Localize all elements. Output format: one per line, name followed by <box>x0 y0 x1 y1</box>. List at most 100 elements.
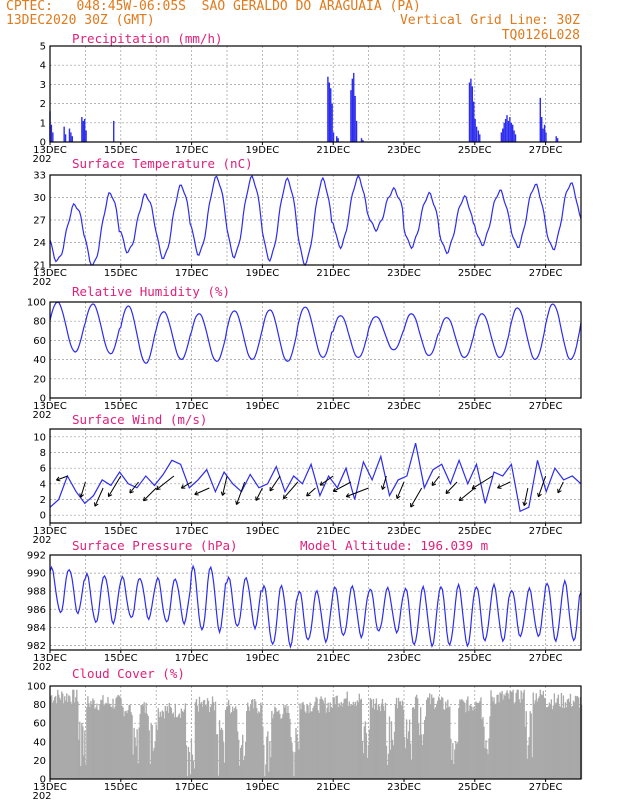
cloud-bar <box>220 727 223 779</box>
cloud-bar <box>329 702 331 779</box>
cloud-bar <box>552 705 555 779</box>
wind-arrowhead <box>220 491 226 496</box>
cloud-bar <box>332 697 334 779</box>
wind-arrow <box>56 475 68 481</box>
cloud-bar <box>99 704 101 779</box>
y-tick-label: 30 <box>33 193 46 204</box>
cloud-bar <box>518 699 520 779</box>
cloud-bar <box>301 703 303 779</box>
cloud-bar <box>375 698 378 779</box>
cloud-bar <box>65 700 67 779</box>
x-tick-label: 17DEC <box>175 782 209 793</box>
cloud-bar <box>570 706 573 779</box>
wind-speed-line <box>49 442 582 513</box>
cloud-bar <box>192 760 195 779</box>
cloud-bar <box>259 712 261 779</box>
cloud-bar <box>405 719 408 779</box>
cloud-bar <box>266 736 268 779</box>
cloud-bar <box>410 759 413 779</box>
cloud-bar <box>347 705 349 779</box>
cloud-bar <box>262 726 264 779</box>
cloud-bar <box>475 701 477 779</box>
wind-arrow <box>537 475 547 497</box>
cloud-bar <box>461 698 463 779</box>
panel-3: Relative Humidity (%) 0 20 40 60 80 100 13DEC 15… <box>27 284 582 421</box>
wind-arrowhead <box>142 496 148 502</box>
wind-arrowhead <box>319 481 325 486</box>
x-tick-label: 17DEC <box>175 401 209 412</box>
cloud-bar <box>577 697 580 779</box>
cloud-bar <box>279 713 281 779</box>
cloud-bar <box>312 707 314 779</box>
cloud-bar <box>240 747 242 779</box>
cloud-bar <box>498 702 500 779</box>
x-tick-label: 23DEC <box>387 401 421 412</box>
cloud-bar <box>86 707 88 779</box>
cloud-bar <box>221 730 224 779</box>
cloud-bar <box>481 719 483 779</box>
x-tick-label: 17DEC <box>175 145 209 156</box>
cloud-bar <box>313 705 315 779</box>
cloud-bar <box>529 711 531 779</box>
cloud-bar <box>269 741 271 779</box>
cloud-bar <box>334 704 336 779</box>
y-tick-label: 60 <box>33 719 46 730</box>
wind-arrowhead <box>180 484 186 489</box>
cloud-bar <box>165 710 167 779</box>
cloud-bar <box>123 716 125 779</box>
cloud-bar <box>491 696 493 779</box>
cloud-bar <box>105 702 107 779</box>
cloud-bar <box>101 700 103 779</box>
cloud-bar <box>248 706 250 779</box>
cloud-bar <box>394 704 397 779</box>
cloud-bar <box>335 695 337 779</box>
cloud-bar <box>479 700 481 779</box>
x-tick-label: 25DEC <box>458 653 492 664</box>
cloud-bar <box>253 708 255 779</box>
cloud-bar <box>134 737 136 779</box>
wind-arrow <box>129 481 139 494</box>
cloud-bar <box>424 716 427 779</box>
cloud-bar <box>277 711 279 779</box>
cloud-bar <box>449 706 451 779</box>
cloud-bar <box>509 690 511 779</box>
wind-arrowhead <box>194 490 199 496</box>
cloud-bar <box>317 710 319 779</box>
cloud-bar <box>448 707 450 779</box>
cloud-bar <box>89 707 91 779</box>
wind-arrow <box>108 475 122 497</box>
cloud-bar <box>190 738 193 779</box>
wind-arrowhead <box>431 481 437 487</box>
y-tick-label: 20 <box>33 374 46 385</box>
wind-arrow <box>458 487 476 501</box>
cloud-bar <box>370 699 373 779</box>
cloud-bar <box>118 695 120 779</box>
cloud-bar <box>127 710 129 779</box>
y-tick-label: 2 <box>40 99 46 110</box>
cloud-bar <box>119 696 121 779</box>
y-tick-label: 2 <box>40 495 46 506</box>
cloud-bar <box>286 712 288 779</box>
wind-arrow <box>557 481 564 494</box>
cloud-bar <box>539 689 541 779</box>
cloud-bar <box>296 734 298 779</box>
x-tick-label: 21DEC <box>316 268 350 279</box>
cloud-bar <box>336 695 338 779</box>
cloud-bar <box>121 705 123 779</box>
cloud-bar <box>527 745 529 779</box>
model-altitude-label: Model Altitude: 196.039 m <box>300 538 488 553</box>
cloud-bar <box>381 698 384 779</box>
wind-arrow <box>269 475 281 492</box>
cloud-bar <box>535 693 537 779</box>
cloud-bar <box>273 713 275 779</box>
cloud-bar <box>392 745 395 779</box>
x-tick-label: 27DEC <box>529 782 563 793</box>
y-tick-label: 3 <box>40 80 46 91</box>
cloud-bar <box>391 739 394 779</box>
x-tick-label: 21DEC <box>316 145 350 156</box>
x-tick-label: 23DEC <box>387 653 421 664</box>
cloud-bar <box>90 701 92 779</box>
cloud-bar <box>84 730 86 779</box>
cloud-bar <box>215 734 218 779</box>
